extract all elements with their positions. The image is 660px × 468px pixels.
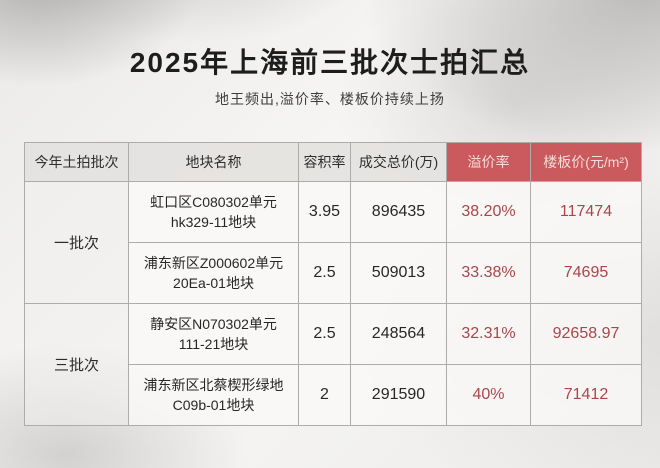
batch-cell-third: 三批次 (24, 303, 129, 426)
plot-ratio-cell: 3.95 (298, 181, 351, 243)
floor-price-cell: 71412 (530, 364, 642, 426)
floor-price-cell: 74695 (530, 242, 642, 304)
floor-price-cell: 117474 (530, 181, 642, 243)
plot-name-line2: 111-21地块 (178, 336, 249, 352)
plot-name-line1: 浦东新区北蔡楔形绿地 (143, 376, 284, 393)
col-header-premium-rate: 溢价率 (446, 142, 531, 182)
table-body: 一批次 虹口区C080302单元 hk329-11地块 3.95 896435 … (24, 181, 642, 426)
plot-name-line2: hk329-11地块 (170, 214, 257, 230)
plot-name-line1: 静安区N070302单元 (150, 315, 277, 332)
table-header: 今年土拍批次 地块名称 容积率 成交总价(万) 溢价率 楼板价(元/m²) (24, 142, 642, 182)
plot-name-cell: 静安区N070302单元 111-21地块 (128, 303, 299, 365)
land-auction-table: 今年土拍批次 地块名称 容积率 成交总价(万) 溢价率 楼板价(元/m²) 一批… (24, 142, 642, 426)
premium-rate-cell: 40% (446, 364, 531, 426)
table-row: 一批次 虹口区C080302单元 hk329-11地块 3.95 896435 … (24, 181, 642, 304)
table-row: 浦东新区Z000602单元 20Ea-01地块 2.5 509013 33.38… (25, 242, 642, 304)
plot-ratio-cell: 2.5 (298, 242, 351, 304)
total-price-cell: 291590 (350, 364, 447, 426)
col-header-batch: 今年土拍批次 (24, 142, 129, 182)
col-header-total-price: 成交总价(万) (350, 142, 447, 182)
page-subtitle: 地王频出,溢价率、楼板价持续上扬 (215, 91, 445, 107)
batch-cell-first: 一批次 (24, 181, 129, 304)
total-price-cell: 896435 (350, 181, 447, 243)
floor-price-cell: 92658.97 (530, 303, 642, 365)
plot-name-cell: 浦东新区北蔡楔形绿地 C09b-01地块 (128, 364, 299, 426)
header-row: 今年土拍批次 地块名称 容积率 成交总价(万) 溢价率 楼板价(元/m²) (24, 142, 642, 182)
plot-name-line2: C09b-01地块 (172, 397, 255, 413)
plot-ratio-cell: 2 (298, 364, 351, 426)
plot-name-cell: 浦东新区Z000602单元 20Ea-01地块 (128, 242, 299, 304)
col-header-plot-name: 地块名称 (128, 142, 299, 182)
total-price-cell: 509013 (350, 242, 447, 304)
premium-rate-cell: 32.31% (446, 303, 531, 365)
plot-ratio-cell: 2.5 (298, 303, 351, 365)
page-title: 2025年上海前三批次士拍汇总 (129, 47, 531, 78)
plot-name-line2: 20Ea-01地块 (173, 275, 254, 291)
table-row: 三批次 静安区N070302单元 111-21地块 2.5 248564 32.… (24, 303, 642, 426)
premium-rate-cell: 38.20% (446, 181, 531, 243)
table-row: 浦东新区北蔡楔形绿地 C09b-01地块 2 291590 40% 71412 (25, 364, 642, 426)
col-header-plot-ratio: 容积率 (298, 142, 351, 182)
premium-rate-cell: 33.38% (446, 242, 531, 304)
plot-name-line1: 浦东新区Z000602单元 (143, 254, 284, 271)
total-price-cell: 248564 (350, 303, 447, 365)
plot-name-cell: 虹口区C080302单元 hk329-11地块 (128, 181, 299, 243)
col-header-floor-price: 楼板价(元/m²) (530, 142, 642, 182)
plot-name-line1: 虹口区C080302单元 (150, 193, 277, 210)
